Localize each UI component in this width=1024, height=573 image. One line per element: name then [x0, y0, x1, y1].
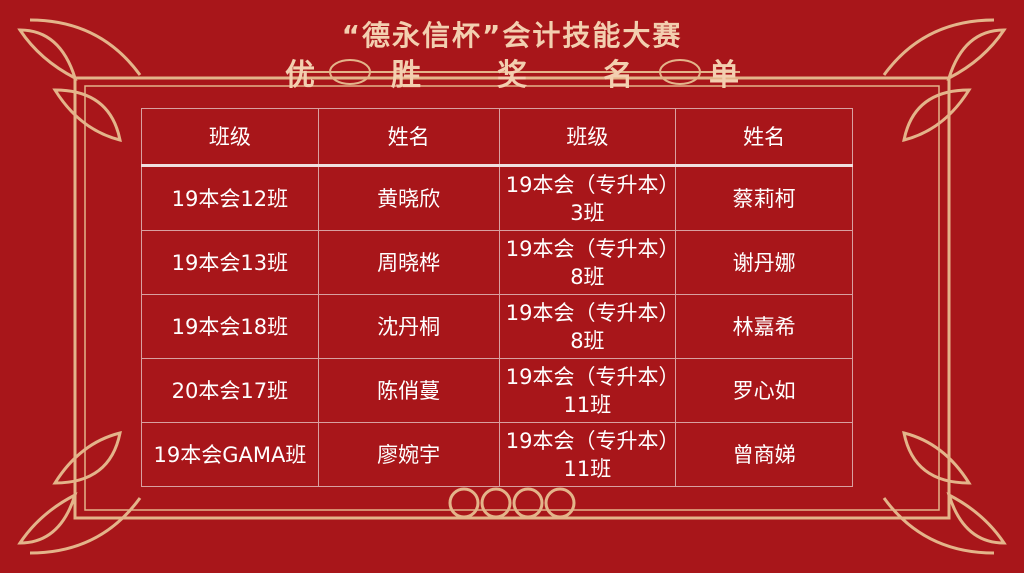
- class-cell: 19本会（专升本）11班: [498, 358, 677, 423]
- class-cell: 19本会GAMA班: [141, 422, 319, 487]
- table-row: 19本会GAMA班 廖婉宇 19本会（专升本）11班 曾商娣: [141, 422, 853, 487]
- class-cell: 19本会（专升本）11班: [498, 422, 677, 487]
- leaf-ornament-bl: [52, 430, 122, 485]
- header-class: 班级: [141, 108, 319, 166]
- header-name: 姓名: [317, 108, 500, 166]
- class-cell: 19本会（专升本）8班: [498, 230, 677, 295]
- title-line-1: “德永信杯”会计技能大赛: [341, 19, 683, 52]
- class-cell: 19本会13班: [141, 230, 319, 295]
- table-row: 19本会18班 沈丹桐 19本会（专升本）8班 林嘉希: [141, 294, 853, 359]
- name-cell: 廖婉宇: [317, 422, 500, 487]
- table-row: 19本会13班 周晓桦 19本会（专升本）8班 谢丹娜: [141, 230, 853, 295]
- corner-ornament-bl: [17, 492, 142, 555]
- name-cell: 蔡莉柯: [675, 165, 853, 231]
- leaf-ornament-tl: [52, 88, 122, 143]
- header-name: 姓名: [675, 108, 853, 166]
- table-header-row: 班级 姓名 班级 姓名: [141, 108, 853, 166]
- class-cell: 19本会18班: [141, 294, 319, 359]
- name-cell: 黄晓欣: [317, 165, 500, 231]
- name-cell: 陈俏蔓: [317, 358, 500, 423]
- title-char: 胜: [391, 58, 421, 93]
- title-line-2: 优胜奖名单: [0, 50, 1024, 94]
- class-cell: 19本会（专升本）3班: [498, 165, 677, 231]
- class-cell: 20本会17班: [141, 358, 319, 423]
- name-cell: 曾商娣: [675, 422, 853, 487]
- table-row: 19本会12班 黄晓欣 19本会（专升本）3班 蔡莉柯: [141, 165, 853, 231]
- leaf-ornament-br: [902, 430, 972, 485]
- table-row: 20本会17班 陈俏蔓 19本会（专升本）11班 罗心如: [141, 358, 853, 423]
- winners-table: 班级 姓名 班级 姓名 19本会12班 黄晓欣 19本会（专升本）3班 蔡莉柯 19本会…: [141, 108, 853, 487]
- frame-inner-line: [84, 85, 940, 511]
- name-cell: 林嘉希: [675, 294, 853, 359]
- corner-ornament-br: [882, 492, 1007, 555]
- name-cell: 谢丹娜: [675, 230, 853, 295]
- name-cell: 周晓桦: [317, 230, 500, 295]
- class-cell: 19本会12班: [141, 165, 319, 231]
- title-char: 奖: [497, 58, 527, 93]
- ring-ornament: [480, 487, 512, 519]
- corner-ornament-tr: [882, 18, 1007, 81]
- title-char: 名: [603, 58, 633, 93]
- class-cell: 19本会（专升本）8班: [498, 294, 677, 359]
- name-cell: 罗心如: [675, 358, 853, 423]
- ring-ornament: [544, 487, 576, 519]
- title-char: 单: [709, 58, 739, 93]
- title-char: 优: [285, 58, 315, 93]
- frame-outer-line: [73, 76, 951, 520]
- ring-ornament: [512, 487, 544, 519]
- leaf-ornament-tr: [902, 88, 972, 143]
- name-cell: 沈丹桐: [317, 294, 500, 359]
- ring-ornament: [448, 487, 480, 519]
- corner-ornament-tl: [17, 18, 142, 81]
- header-class: 班级: [498, 108, 677, 166]
